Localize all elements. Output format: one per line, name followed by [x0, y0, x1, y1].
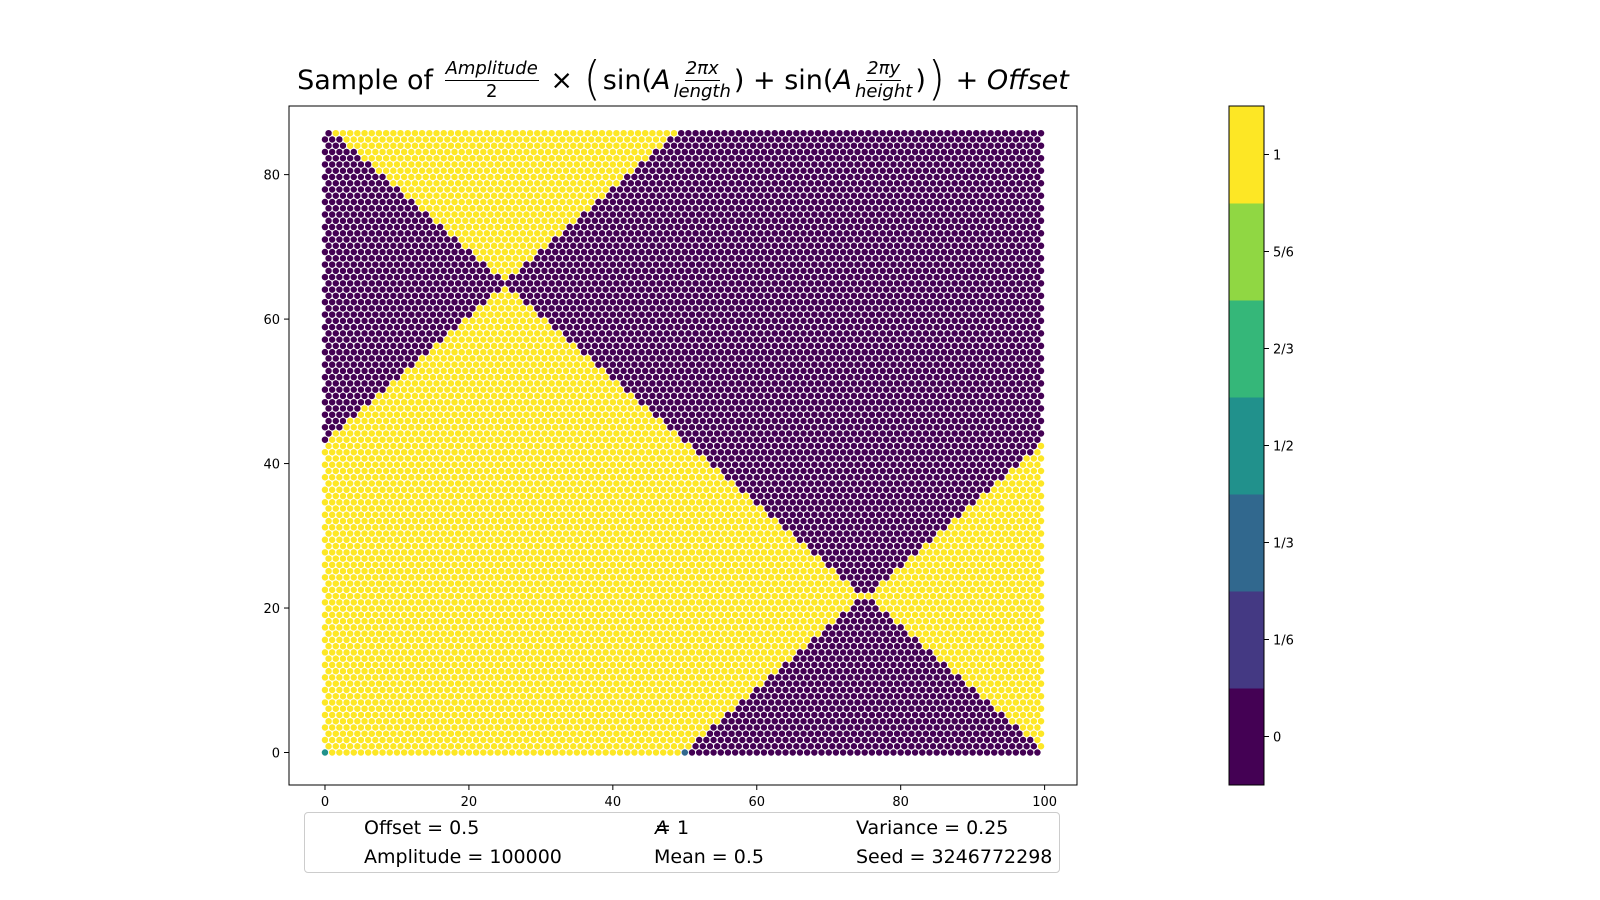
- title-open-paren: (: [583, 52, 601, 107]
- data-point: [1033, 748, 1042, 757]
- title-y-denominator: height: [854, 80, 913, 102]
- title-plus-1: +: [753, 64, 776, 96]
- title-close-2: ): [915, 64, 926, 96]
- title-x-fraction: 2πx length: [673, 57, 731, 102]
- title-sin-2: sin(: [784, 64, 834, 96]
- title-offset: Offset: [986, 64, 1069, 96]
- title-x-numerator: 2πx: [684, 57, 720, 81]
- scatter-points: [321, 129, 1045, 757]
- data-point: [1033, 736, 1042, 744]
- title-amplitude-numerator: Amplitude: [444, 57, 539, 81]
- title-y-numerator: 2πy: [866, 57, 902, 81]
- title-a-2: A: [833, 64, 852, 96]
- chart-title: Sample of Amplitude 2 × ( sin(A 2πx leng…: [288, 52, 1078, 108]
- title-sin-1: sin(: [602, 64, 653, 96]
- title-prefix: Sample of: [297, 64, 433, 96]
- data-point: [1037, 742, 1045, 751]
- title-times: ×: [550, 64, 574, 96]
- title-x-denominator: length: [673, 80, 731, 102]
- title-plus-2: +: [955, 64, 979, 96]
- title-a-1: A: [652, 64, 671, 96]
- title-amplitude-denominator: 2: [485, 80, 498, 102]
- title-amplitude-fraction: Amplitude 2: [444, 57, 539, 102]
- title-close-1: ): [733, 64, 745, 96]
- title-close-paren: ): [927, 52, 946, 107]
- title-y-fraction: 2πy height: [854, 57, 913, 102]
